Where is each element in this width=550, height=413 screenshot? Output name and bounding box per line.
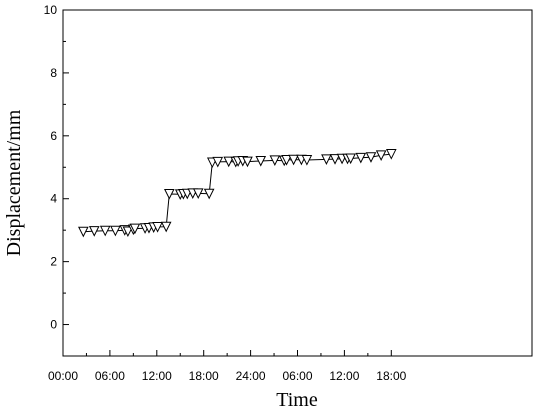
plot-frame bbox=[62, 9, 533, 357]
series-group bbox=[78, 149, 397, 238]
data-point bbox=[242, 156, 253, 168]
data-point bbox=[129, 223, 141, 235]
y-tick-label: 2 bbox=[50, 255, 57, 269]
x-tick-label: 12:00 bbox=[329, 369, 359, 383]
x-axis-label: Time bbox=[276, 389, 318, 411]
data-point bbox=[281, 155, 292, 166]
data-point bbox=[163, 189, 175, 200]
data-point bbox=[78, 226, 89, 238]
x-tick-label: 06:00 bbox=[282, 369, 312, 383]
x-tick-label: 18:00 bbox=[376, 369, 406, 383]
y-tick-label: 4 bbox=[50, 192, 57, 206]
data-point bbox=[365, 152, 377, 163]
data-point bbox=[375, 150, 387, 161]
data-point bbox=[203, 188, 215, 200]
x-tick-label: 00:00 bbox=[48, 369, 78, 383]
x-tick-label: 06:00 bbox=[95, 369, 125, 383]
x-tick-label: 24:00 bbox=[236, 369, 266, 383]
data-point bbox=[122, 226, 134, 238]
series-line bbox=[83, 153, 392, 233]
data-point bbox=[192, 188, 204, 199]
x-tick-label: 18:00 bbox=[189, 369, 219, 383]
y-tick-label: 6 bbox=[50, 129, 57, 143]
data-point bbox=[99, 225, 111, 237]
data-point bbox=[321, 154, 332, 166]
y-tick-label: 10 bbox=[44, 3, 58, 17]
y-tick-label: 8 bbox=[50, 66, 57, 80]
data-point bbox=[255, 155, 267, 167]
data-point bbox=[160, 221, 172, 233]
data-point bbox=[288, 154, 299, 166]
x-tick-label: 12:00 bbox=[142, 369, 172, 383]
data-point bbox=[223, 156, 235, 168]
data-point bbox=[152, 222, 163, 233]
data-point bbox=[301, 155, 313, 166]
data-point bbox=[212, 156, 224, 168]
data-point bbox=[385, 149, 397, 160]
y-tick-label: 0 bbox=[50, 318, 57, 332]
data-point bbox=[355, 152, 367, 164]
data-point bbox=[269, 155, 281, 166]
y-axis-label: Displacement/mm bbox=[3, 109, 25, 256]
x-axis-ticks: 00:00 06:00 12:00 18:00 24:00 06:00 12:00 18:00 bbox=[48, 350, 407, 383]
data-point bbox=[345, 153, 356, 165]
y-axis-ticks: 0 2 4 6 8 10 bbox=[44, 3, 69, 357]
data-point bbox=[88, 226, 100, 237]
data-point bbox=[110, 225, 121, 237]
data-point bbox=[329, 154, 341, 165]
